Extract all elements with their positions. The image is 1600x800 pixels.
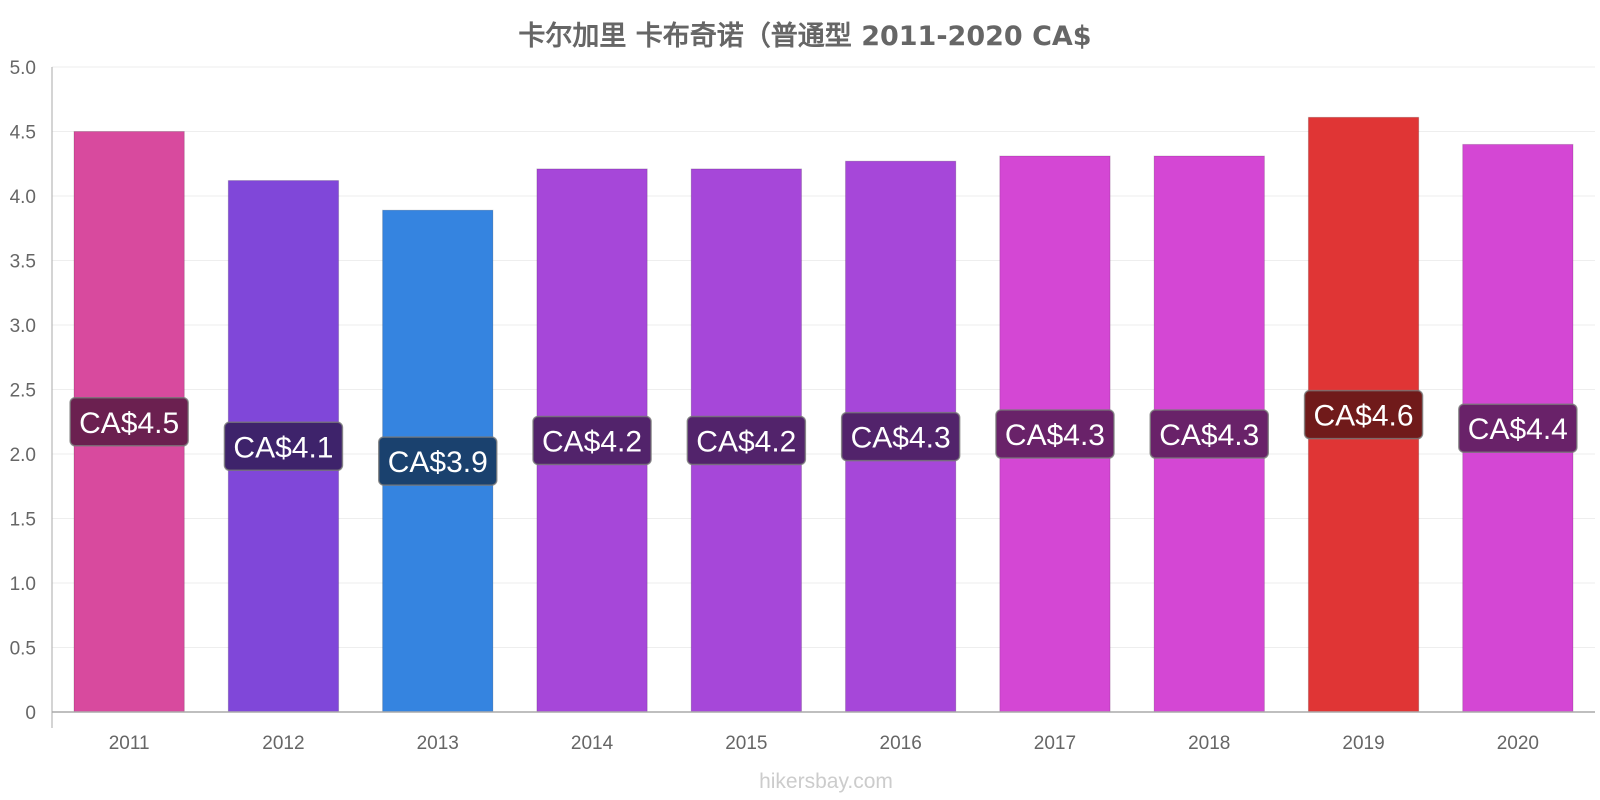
data-label-bg [1458,403,1578,453]
watermark: hikersbay.com [759,770,893,793]
x-tick-label: 2019 [1342,733,1384,754]
y-tick-label: 3.5 [10,252,36,273]
data-label-bg [1149,409,1269,459]
data-label-2020: CA$4.4 [1468,413,1568,446]
y-tick-label: 0.5 [10,639,36,660]
data-label-2015: CA$4.2 [696,425,796,458]
data-label-2013: CA$3.9 [388,446,488,479]
x-tick-label: 2018 [1188,733,1230,754]
data-label-bg [378,436,498,486]
data-label-bg [532,415,652,466]
data-label-bg [69,397,189,447]
y-tick-label: 3.0 [10,316,36,337]
x-tick-label: 2011 [109,733,150,754]
data-label-bg [840,411,961,462]
y-tick-label: 1.0 [10,574,36,595]
chart-title: 卡尔加里 卡布奇诺（普通型 2011-2020 CA$ [518,20,1091,52]
data-label-2018: CA$4.3 [1159,419,1259,452]
y-tick-label: 1.5 [10,510,36,531]
data-label-2016: CA$4.3 [851,422,951,455]
data-label-2014: CA$4.2 [542,425,642,458]
x-tick-label: 2014 [571,733,614,754]
data-label-bg [1303,389,1424,440]
data-label-2019: CA$4.6 [1314,400,1414,433]
x-tick-label: 2020 [1497,733,1539,754]
x-tick-label: 2013 [417,733,459,754]
data-label-2012: CA$4.1 [233,431,333,464]
y-tick-label: 4.5 [10,123,36,144]
data-label-bg [223,421,344,472]
data-label-bg [686,415,807,466]
y-tick-label: 2.5 [10,381,36,402]
x-tick-label: 2017 [1034,733,1076,754]
data-label-2017: CA$4.3 [1005,419,1105,452]
x-tick-label: 2015 [725,733,767,754]
data-label-bg [995,409,1115,459]
y-tick-label: 4.0 [10,187,36,208]
y-tick-label: 2.0 [10,445,36,466]
x-tick-label: 2012 [262,733,304,754]
y-tick-label: 5.0 [10,58,36,79]
data-label-2011: CA$4.5 [79,407,179,440]
x-tick-label: 2016 [880,733,922,754]
y-tick-label: 0 [25,703,36,724]
